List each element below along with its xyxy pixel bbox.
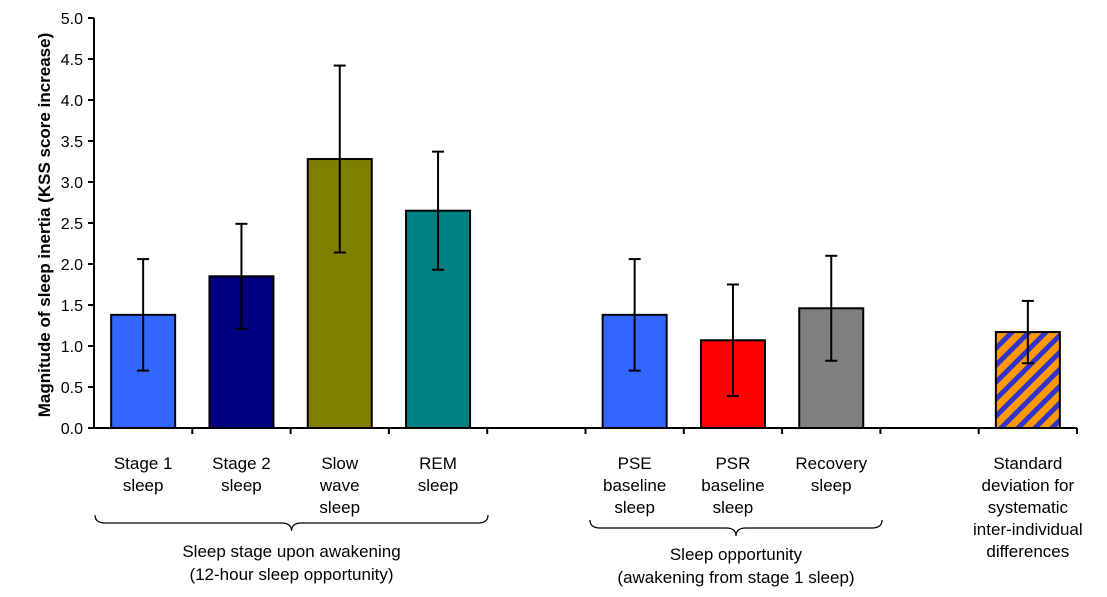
category-label-2: Slow wave sleep [319,454,360,517]
error-bars-layer [137,64,1034,398]
y-tick-label-6: 3.0 [61,175,83,192]
category-labels-layer: Stage 1 sleep Stage 2 sleep Slow wave sleep REM… [114,454,1083,561]
category-label-6: Recovery sleep [795,454,867,495]
y-tick-label-1: 0.5 [61,380,83,397]
category-label-4: PSE baseline sleep [603,454,666,517]
axes-layer: 0.0 0.5 1.0 1.5 2.0 2.5 3.0 3.5 4.0 4.5 5.0 [61,11,1078,438]
group-labels-layer: Sleep stage upon awakening (12-hour sleep… [94,514,883,587]
category-label-0: Stage 1 sleep [114,454,173,495]
category-label-1: Stage 2 sleep [212,454,271,495]
y-tick-label-0: 0.0 [61,421,83,438]
y-tick-label-8: 4.0 [61,93,83,110]
y-tick-label-3: 1.5 [61,298,83,315]
group-label-0: Sleep stage upon awakening (12-hour sleep… [182,542,400,584]
group-brace-1 [589,519,883,537]
y-tick-label-10: 5.0 [61,11,83,28]
y-tick-label-2: 1.0 [61,339,83,356]
y-axis-label: Magnitude of sleep inertia (KSS score in… [35,33,54,418]
y-tick-label-5: 2.5 [61,216,83,233]
category-label-3: REM sleep [418,454,459,495]
y-tick-label-4: 2.0 [61,257,83,274]
group-brace-0 [94,514,489,532]
bar-3 [405,209,472,429]
y-tick-label-9: 4.5 [61,52,83,69]
bars-layer [110,158,1061,430]
group-label-1: Sleep opportunity (awakening from stage 1… [617,545,854,587]
category-label-5: PSR baseline sleep [701,454,764,517]
y-tick-label-7: 3.5 [61,134,83,151]
category-label-7: Standard deviation for systematic inter-ind… [973,454,1083,561]
